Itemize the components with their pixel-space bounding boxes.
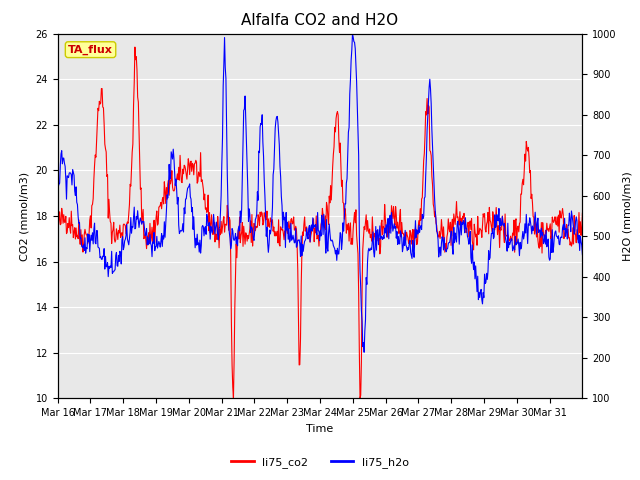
li75_co2 [239,243,247,249]
Line: li75_co2: li75_co2 [58,47,582,398]
li75_co2 [404,240,412,246]
li75_co2 [230,396,237,401]
li75_h2o [360,349,368,355]
li75_co2 [131,44,139,50]
li75_co2 [259,222,267,228]
li75_h2o [212,224,220,230]
li75_co2 [579,210,586,216]
li75_co2 [54,220,61,226]
li75_h2o [238,206,246,212]
li75_co2 [212,232,220,238]
Legend: li75_co2, li75_h2o: li75_co2, li75_h2o [227,452,413,472]
li75_h2o [404,247,412,252]
li75_h2o [579,252,586,257]
li75_co2 [115,230,123,236]
li75_h2o [258,121,266,127]
li75_h2o [349,31,356,36]
Title: Alfalfa CO2 and H2O: Alfalfa CO2 and H2O [241,13,399,28]
li75_co2 [375,235,383,241]
Text: TA_flux: TA_flux [68,45,113,55]
Y-axis label: CO2 (mmol/m3): CO2 (mmol/m3) [20,171,30,261]
X-axis label: Time: Time [307,424,333,433]
Line: li75_h2o: li75_h2o [58,34,582,352]
li75_h2o [54,211,61,216]
li75_h2o [115,259,123,264]
li75_h2o [375,232,383,238]
Y-axis label: H2O (mmol/m3): H2O (mmol/m3) [622,171,632,261]
